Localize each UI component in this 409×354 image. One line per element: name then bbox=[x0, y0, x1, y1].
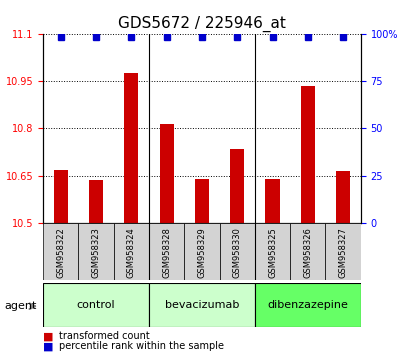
FancyBboxPatch shape bbox=[254, 283, 360, 327]
Text: GSM958325: GSM958325 bbox=[267, 228, 276, 278]
Text: GSM958322: GSM958322 bbox=[56, 228, 65, 278]
FancyBboxPatch shape bbox=[78, 223, 113, 280]
FancyBboxPatch shape bbox=[325, 223, 360, 280]
Text: dibenzazepine: dibenzazepine bbox=[267, 300, 347, 310]
Text: GSM958328: GSM958328 bbox=[162, 228, 171, 279]
Text: GSM958323: GSM958323 bbox=[91, 228, 100, 279]
FancyBboxPatch shape bbox=[254, 223, 290, 280]
Bar bbox=[229, 149, 244, 223]
Text: percentile rank within the sample: percentile rank within the sample bbox=[59, 341, 224, 351]
Text: GSM958327: GSM958327 bbox=[338, 228, 347, 279]
Text: GSM958329: GSM958329 bbox=[197, 228, 206, 278]
Bar bbox=[300, 86, 314, 223]
Bar bbox=[89, 181, 103, 223]
FancyBboxPatch shape bbox=[113, 223, 148, 280]
Text: GSM958326: GSM958326 bbox=[303, 228, 312, 279]
FancyBboxPatch shape bbox=[43, 223, 78, 280]
Bar bbox=[124, 73, 138, 223]
Text: agent: agent bbox=[4, 301, 36, 311]
Bar bbox=[159, 124, 173, 223]
Text: control: control bbox=[76, 300, 115, 310]
Text: ■: ■ bbox=[43, 331, 54, 341]
Bar bbox=[194, 179, 209, 223]
Text: transformed count: transformed count bbox=[59, 331, 150, 341]
FancyBboxPatch shape bbox=[184, 223, 219, 280]
Text: GSM958330: GSM958330 bbox=[232, 228, 241, 279]
FancyBboxPatch shape bbox=[219, 223, 254, 280]
FancyBboxPatch shape bbox=[43, 283, 148, 327]
Bar bbox=[54, 170, 67, 223]
Title: GDS5672 / 225946_at: GDS5672 / 225946_at bbox=[118, 16, 285, 32]
FancyBboxPatch shape bbox=[148, 223, 184, 280]
FancyBboxPatch shape bbox=[290, 223, 325, 280]
Bar bbox=[265, 179, 279, 223]
Bar bbox=[335, 171, 349, 223]
Text: bevacizumab: bevacizumab bbox=[164, 300, 238, 310]
Text: ■: ■ bbox=[43, 341, 54, 351]
Text: GSM958324: GSM958324 bbox=[126, 228, 135, 278]
FancyBboxPatch shape bbox=[148, 283, 254, 327]
